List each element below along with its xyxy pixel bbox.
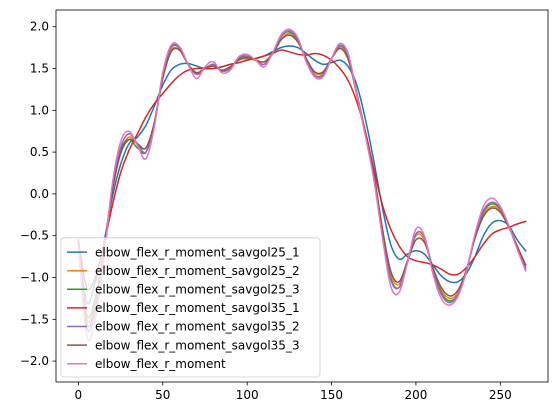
legend: elbow_flex_r_moment_savgol25_1 elbow_flex… — [60, 237, 321, 378]
y-tick-label: 0.0 — [30, 187, 49, 201]
x-tick-label: 200 — [404, 388, 427, 402]
legend-label: elbow_flex_r_moment_savgol35_2 — [95, 320, 300, 334]
legend-label: elbow_flex_r_moment_savgol25_1 — [95, 245, 300, 259]
y-tick-label: −1.5 — [20, 312, 49, 326]
y-tick-label: 1.5 — [30, 62, 49, 76]
plot-lines — [77, 28, 527, 342]
y-tick-label: −0.5 — [20, 229, 49, 243]
legend-box — [60, 237, 321, 378]
legend-label: elbow_flex_r_moment_savgol25_3 — [95, 283, 300, 297]
series-line-4 — [77, 49, 527, 291]
x-tick-label: 150 — [320, 388, 343, 402]
series-line-7 — [77, 28, 527, 342]
y-tick-label: 0.5 — [30, 145, 49, 159]
y-tick-label: −2.0 — [20, 354, 49, 368]
legend-label: elbow_flex_r_moment_savgol35_1 — [95, 301, 300, 315]
x-axis: 0 50 100 150 200 250 — [75, 382, 512, 402]
axes-frame — [55, 9, 549, 383]
legend-label: elbow_flex_r_moment_savgol25_2 — [95, 264, 300, 278]
x-tick-label: 50 — [155, 388, 170, 402]
legend-label: elbow_flex_r_moment — [95, 357, 226, 371]
x-tick-label: 100 — [236, 388, 259, 402]
y-tick-label: −1.0 — [20, 271, 49, 285]
y-tick-label: 2.0 — [30, 20, 49, 34]
legend-label: elbow_flex_r_moment_savgol35_3 — [95, 338, 300, 352]
y-tick-label: 1.0 — [30, 103, 49, 117]
y-axis: −2.0 −1.5 −1.0 −0.5 0.0 0.5 1.0 1.5 2.0 — [20, 20, 56, 368]
x-tick-label: 0 — [75, 388, 83, 402]
x-tick-label: 250 — [489, 388, 512, 402]
